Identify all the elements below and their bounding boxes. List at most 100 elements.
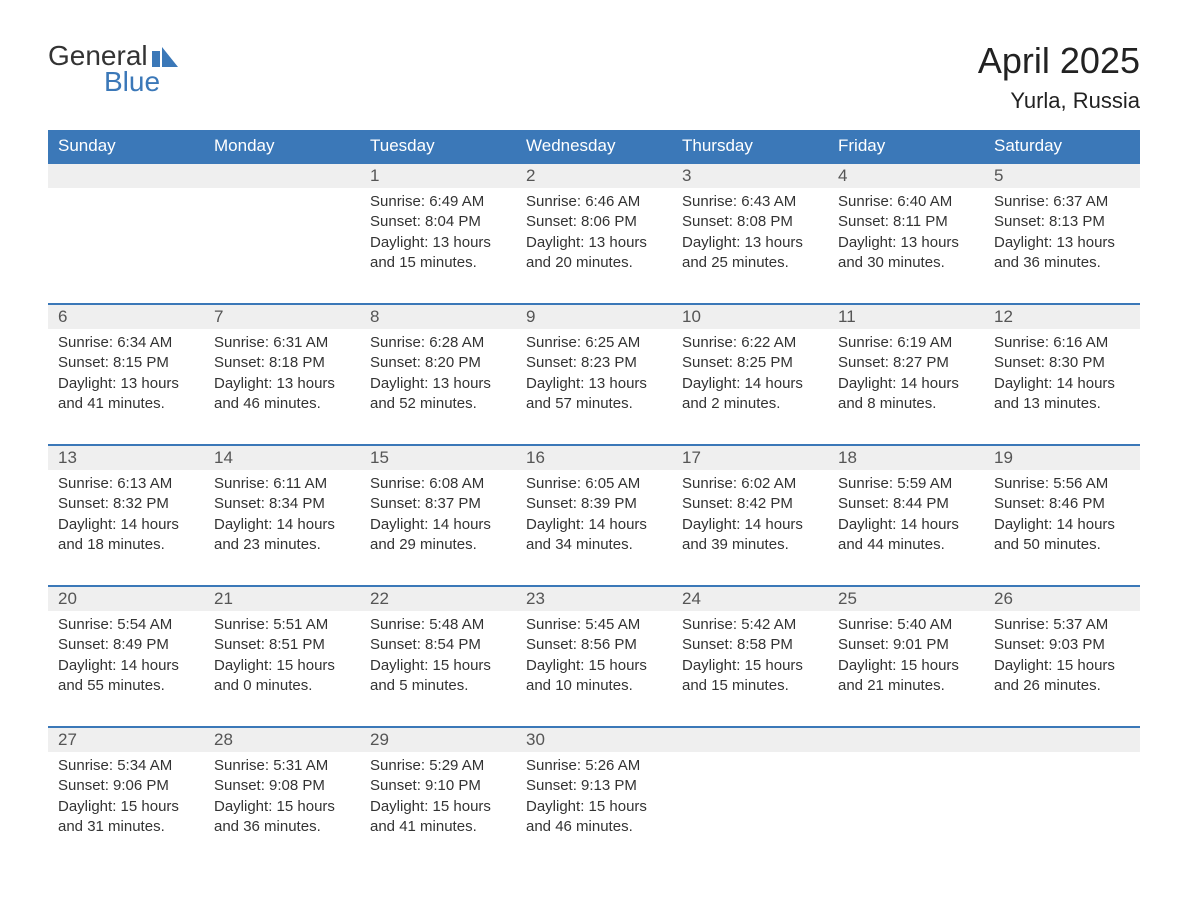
- day-sunset-text: Sunset: 8:15 PM: [58, 353, 194, 373]
- calendar-day-cell: 11 Sunrise: 6:19 AMSunset: 8:27 PMDayligh…: [828, 304, 984, 445]
- calendar-day-cell: 18Sunrise: 5:59 AMSunset: 8:44 PMDayligh…: [828, 445, 984, 586]
- day-daylight2-text: and 23 minutes.: [214, 535, 350, 555]
- day-sunset-text: Sunset: 8:11 PM: [838, 212, 974, 232]
- day-daylight2-text: and 41 minutes.: [370, 817, 506, 837]
- day-number: 11: [828, 305, 984, 329]
- day-daylight2-text: and 30 minutes.: [838, 253, 974, 273]
- calendar-day-cell: 4Sunrise: 6:40 AMSunset: 8:11 PMDaylight…: [828, 163, 984, 304]
- weekday-header: Thursday: [672, 130, 828, 163]
- day-sunset-text: Sunset: 8:27 PM: [838, 353, 974, 373]
- calendar-week-row: 6Sunrise: 6:34 AMSunset: 8:15 PMDaylight…: [48, 304, 1140, 445]
- calendar-day-cell: 12Sunrise: 6:16 AMSunset: 8:30 PMDayligh…: [984, 304, 1140, 445]
- day-details: Sunrise: 5:42 AMSunset: 8:58 PMDaylight:…: [672, 611, 828, 726]
- calendar-day-cell: 26Sunrise: 5:37 AMSunset: 9:03 PMDayligh…: [984, 586, 1140, 727]
- day-daylight1-text: Daylight: 13 hours: [214, 374, 350, 394]
- calendar-day-cell: [984, 727, 1140, 867]
- day-daylight2-text: and 52 minutes.: [370, 394, 506, 414]
- day-sunset-text: Sunset: 8:58 PM: [682, 635, 818, 655]
- calendar-day-cell: 29Sunrise: 5:29 AMSunset: 9:10 PMDayligh…: [360, 727, 516, 867]
- day-sunrise-text: Sunrise: 6:28 AM: [370, 333, 506, 353]
- calendar-table: Sunday Monday Tuesday Wednesday Thursday…: [48, 130, 1140, 867]
- calendar-day-cell: 3Sunrise: 6:43 AMSunset: 8:08 PMDaylight…: [672, 163, 828, 304]
- day-daylight1-text: Daylight: 15 hours: [682, 656, 818, 676]
- calendar-day-cell: 6Sunrise: 6:34 AMSunset: 8:15 PMDaylight…: [48, 304, 204, 445]
- day-daylight1-text: Daylight: 14 hours: [682, 515, 818, 535]
- calendar-day-cell: 15Sunrise: 6:08 AMSunset: 8:37 PMDayligh…: [360, 445, 516, 586]
- day-number: 13: [48, 446, 204, 470]
- day-details: Sunrise: 6:49 AMSunset: 8:04 PMDaylight:…: [360, 188, 516, 303]
- day-sunrise-text: Sunrise: 6:46 AM: [526, 192, 662, 212]
- day-sunset-text: Sunset: 9:08 PM: [214, 776, 350, 796]
- day-sunrise-text: Sunrise: 6:49 AM: [370, 192, 506, 212]
- day-daylight1-text: Daylight: 15 hours: [370, 656, 506, 676]
- brand-word-2: Blue: [104, 66, 178, 98]
- day-details: [672, 752, 828, 852]
- day-details: Sunrise: 6:08 AMSunset: 8:37 PMDaylight:…: [360, 470, 516, 585]
- day-daylight1-text: Daylight: 15 hours: [838, 656, 974, 676]
- day-number: 24: [672, 587, 828, 611]
- day-number: 26: [984, 587, 1140, 611]
- day-number: 10: [672, 305, 828, 329]
- day-number: 21: [204, 587, 360, 611]
- day-daylight2-text: and 2 minutes.: [682, 394, 818, 414]
- day-sunset-text: Sunset: 9:10 PM: [370, 776, 506, 796]
- day-sunset-text: Sunset: 9:01 PM: [838, 635, 974, 655]
- day-sunset-text: Sunset: 8:04 PM: [370, 212, 506, 232]
- day-details: Sunrise: 5:56 AMSunset: 8:46 PMDaylight:…: [984, 470, 1140, 585]
- day-number: 8: [360, 305, 516, 329]
- day-sunset-text: Sunset: 8:23 PM: [526, 353, 662, 373]
- weekday-header: Saturday: [984, 130, 1140, 163]
- day-daylight2-text: and 41 minutes.: [58, 394, 194, 414]
- day-daylight2-text: and 10 minutes.: [526, 676, 662, 696]
- day-daylight2-text: and 39 minutes.: [682, 535, 818, 555]
- day-daylight2-text: and 8 minutes.: [838, 394, 974, 414]
- calendar-day-cell: 1Sunrise: 6:49 AMSunset: 8:04 PMDaylight…: [360, 163, 516, 304]
- day-sunrise-text: Sunrise: 5:31 AM: [214, 756, 350, 776]
- day-details: Sunrise: 5:45 AMSunset: 8:56 PMDaylight:…: [516, 611, 672, 726]
- calendar-day-cell: [48, 163, 204, 304]
- calendar-week-row: 27Sunrise: 5:34 AMSunset: 9:06 PMDayligh…: [48, 727, 1140, 867]
- day-details: [828, 752, 984, 852]
- day-daylight1-text: Daylight: 14 hours: [838, 374, 974, 394]
- day-details: Sunrise: 5:54 AMSunset: 8:49 PMDaylight:…: [48, 611, 204, 726]
- day-details: Sunrise: 5:26 AMSunset: 9:13 PMDaylight:…: [516, 752, 672, 867]
- calendar-day-cell: 10Sunrise: 6:22 AMSunset: 8:25 PMDayligh…: [672, 304, 828, 445]
- day-number: 29: [360, 728, 516, 752]
- calendar-day-cell: 19Sunrise: 5:56 AMSunset: 8:46 PMDayligh…: [984, 445, 1140, 586]
- day-details: Sunrise: 6:22 AMSunset: 8:25 PMDaylight:…: [672, 329, 828, 444]
- weekday-header: Monday: [204, 130, 360, 163]
- calendar-day-cell: 2Sunrise: 6:46 AMSunset: 8:06 PMDaylight…: [516, 163, 672, 304]
- day-daylight2-text: and 20 minutes.: [526, 253, 662, 273]
- day-daylight1-text: Daylight: 14 hours: [682, 374, 818, 394]
- day-sunset-text: Sunset: 8:30 PM: [994, 353, 1130, 373]
- day-sunset-text: Sunset: 8:25 PM: [682, 353, 818, 373]
- day-sunrise-text: Sunrise: 6:19 AM: [838, 333, 974, 353]
- day-daylight1-text: Daylight: 14 hours: [994, 374, 1130, 394]
- day-number: 1: [360, 164, 516, 188]
- day-daylight1-text: Daylight: 13 hours: [58, 374, 194, 394]
- day-sunset-text: Sunset: 8:51 PM: [214, 635, 350, 655]
- calendar-body: 1Sunrise: 6:49 AMSunset: 8:04 PMDaylight…: [48, 163, 1140, 867]
- day-sunset-text: Sunset: 8:20 PM: [370, 353, 506, 373]
- day-details: [48, 188, 204, 288]
- day-number: 3: [672, 164, 828, 188]
- day-daylight1-text: Daylight: 13 hours: [370, 374, 506, 394]
- day-sunrise-text: Sunrise: 6:37 AM: [994, 192, 1130, 212]
- day-daylight1-text: Daylight: 15 hours: [214, 656, 350, 676]
- calendar-day-cell: 25Sunrise: 5:40 AMSunset: 9:01 PMDayligh…: [828, 586, 984, 727]
- calendar-day-cell: 28Sunrise: 5:31 AMSunset: 9:08 PMDayligh…: [204, 727, 360, 867]
- day-daylight2-text: and 25 minutes.: [682, 253, 818, 273]
- day-number: [204, 164, 360, 188]
- day-number: 14: [204, 446, 360, 470]
- day-daylight2-text: and 46 minutes.: [526, 817, 662, 837]
- day-daylight1-text: Daylight: 14 hours: [526, 515, 662, 535]
- day-daylight2-text: and 57 minutes.: [526, 394, 662, 414]
- calendar-day-cell: 16Sunrise: 6:05 AMSunset: 8:39 PMDayligh…: [516, 445, 672, 586]
- day-sunrise-text: Sunrise: 5:26 AM: [526, 756, 662, 776]
- day-sunset-text: Sunset: 8:39 PM: [526, 494, 662, 514]
- day-sunset-text: Sunset: 8:08 PM: [682, 212, 818, 232]
- day-number: 27: [48, 728, 204, 752]
- day-sunrise-text: Sunrise: 5:54 AM: [58, 615, 194, 635]
- day-daylight2-text: and 26 minutes.: [994, 676, 1130, 696]
- calendar-day-cell: 14Sunrise: 6:11 AMSunset: 8:34 PMDayligh…: [204, 445, 360, 586]
